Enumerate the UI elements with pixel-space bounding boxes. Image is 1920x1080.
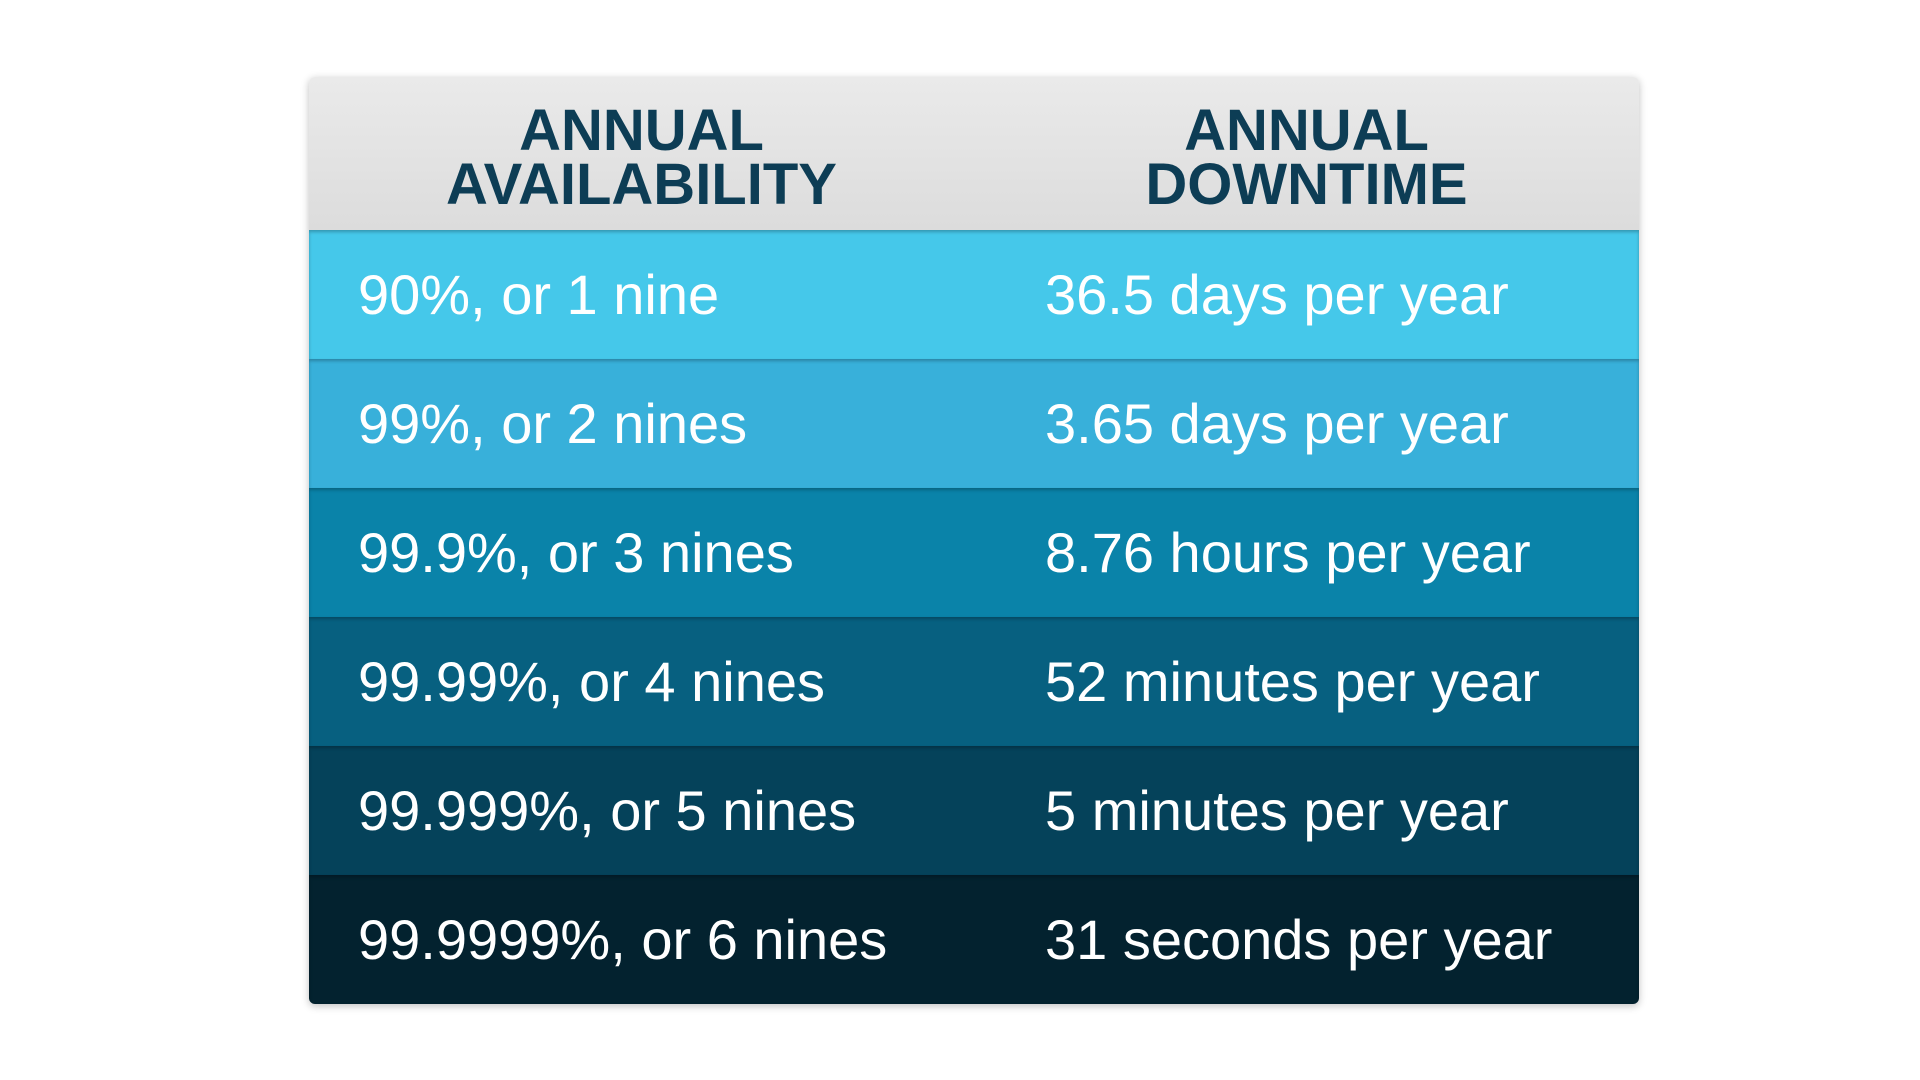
table-row: 99.99%, or 4 nines 52 minutes per year <box>309 617 1639 746</box>
header-cell: ANNUAL AVAILABILITY <box>309 77 974 230</box>
row-cell: 99.999%, or 5 nines <box>358 779 857 842</box>
table-row: 99%, or 2 nines 3.65 days per year <box>309 359 1639 488</box>
row-cell: 99.9999%, or 6 nines <box>358 908 888 971</box>
row-cell: 99.9%, or 3 nines <box>358 521 794 584</box>
header-cell: ANNUAL DOWNTIME <box>974 77 1639 230</box>
row-cell: 5 minutes per year <box>1045 779 1509 842</box>
table-row: 99.9999%, or 6 nines 31 seconds per year <box>309 875 1639 1004</box>
row-cell: 99%, or 2 nines <box>358 392 748 455</box>
row-cell: 8.76 hours per year <box>1045 521 1531 584</box>
row-cell: 52 minutes per year <box>1045 650 1540 713</box>
row-cell: 99.99%, or 4 nines <box>358 650 825 713</box>
row-cell: 31 seconds per year <box>1045 908 1553 971</box>
table-row: 90%, or 1 nine 36.5 days per year <box>309 230 1639 359</box>
header-text: ANNUAL DOWNTIME <box>1145 97 1468 217</box>
table-row: 99.999%, or 5 nines 5 minutes per year <box>309 746 1639 875</box>
row-cell: 90%, or 1 nine <box>358 263 720 326</box>
availability-table: ANNUAL AVAILABILITY ANNUAL DOWNTIME 90%,… <box>309 77 1639 1004</box>
table-row: 99.9%, or 3 nines 8.76 hours per year <box>309 488 1639 617</box>
header-text: ANNUAL AVAILABILITY <box>446 97 837 217</box>
row-cell: 3.65 days per year <box>1045 392 1509 455</box>
row-cell: 36.5 days per year <box>1045 263 1509 326</box>
table-header: ANNUAL AVAILABILITY ANNUAL DOWNTIME <box>309 77 1639 230</box>
